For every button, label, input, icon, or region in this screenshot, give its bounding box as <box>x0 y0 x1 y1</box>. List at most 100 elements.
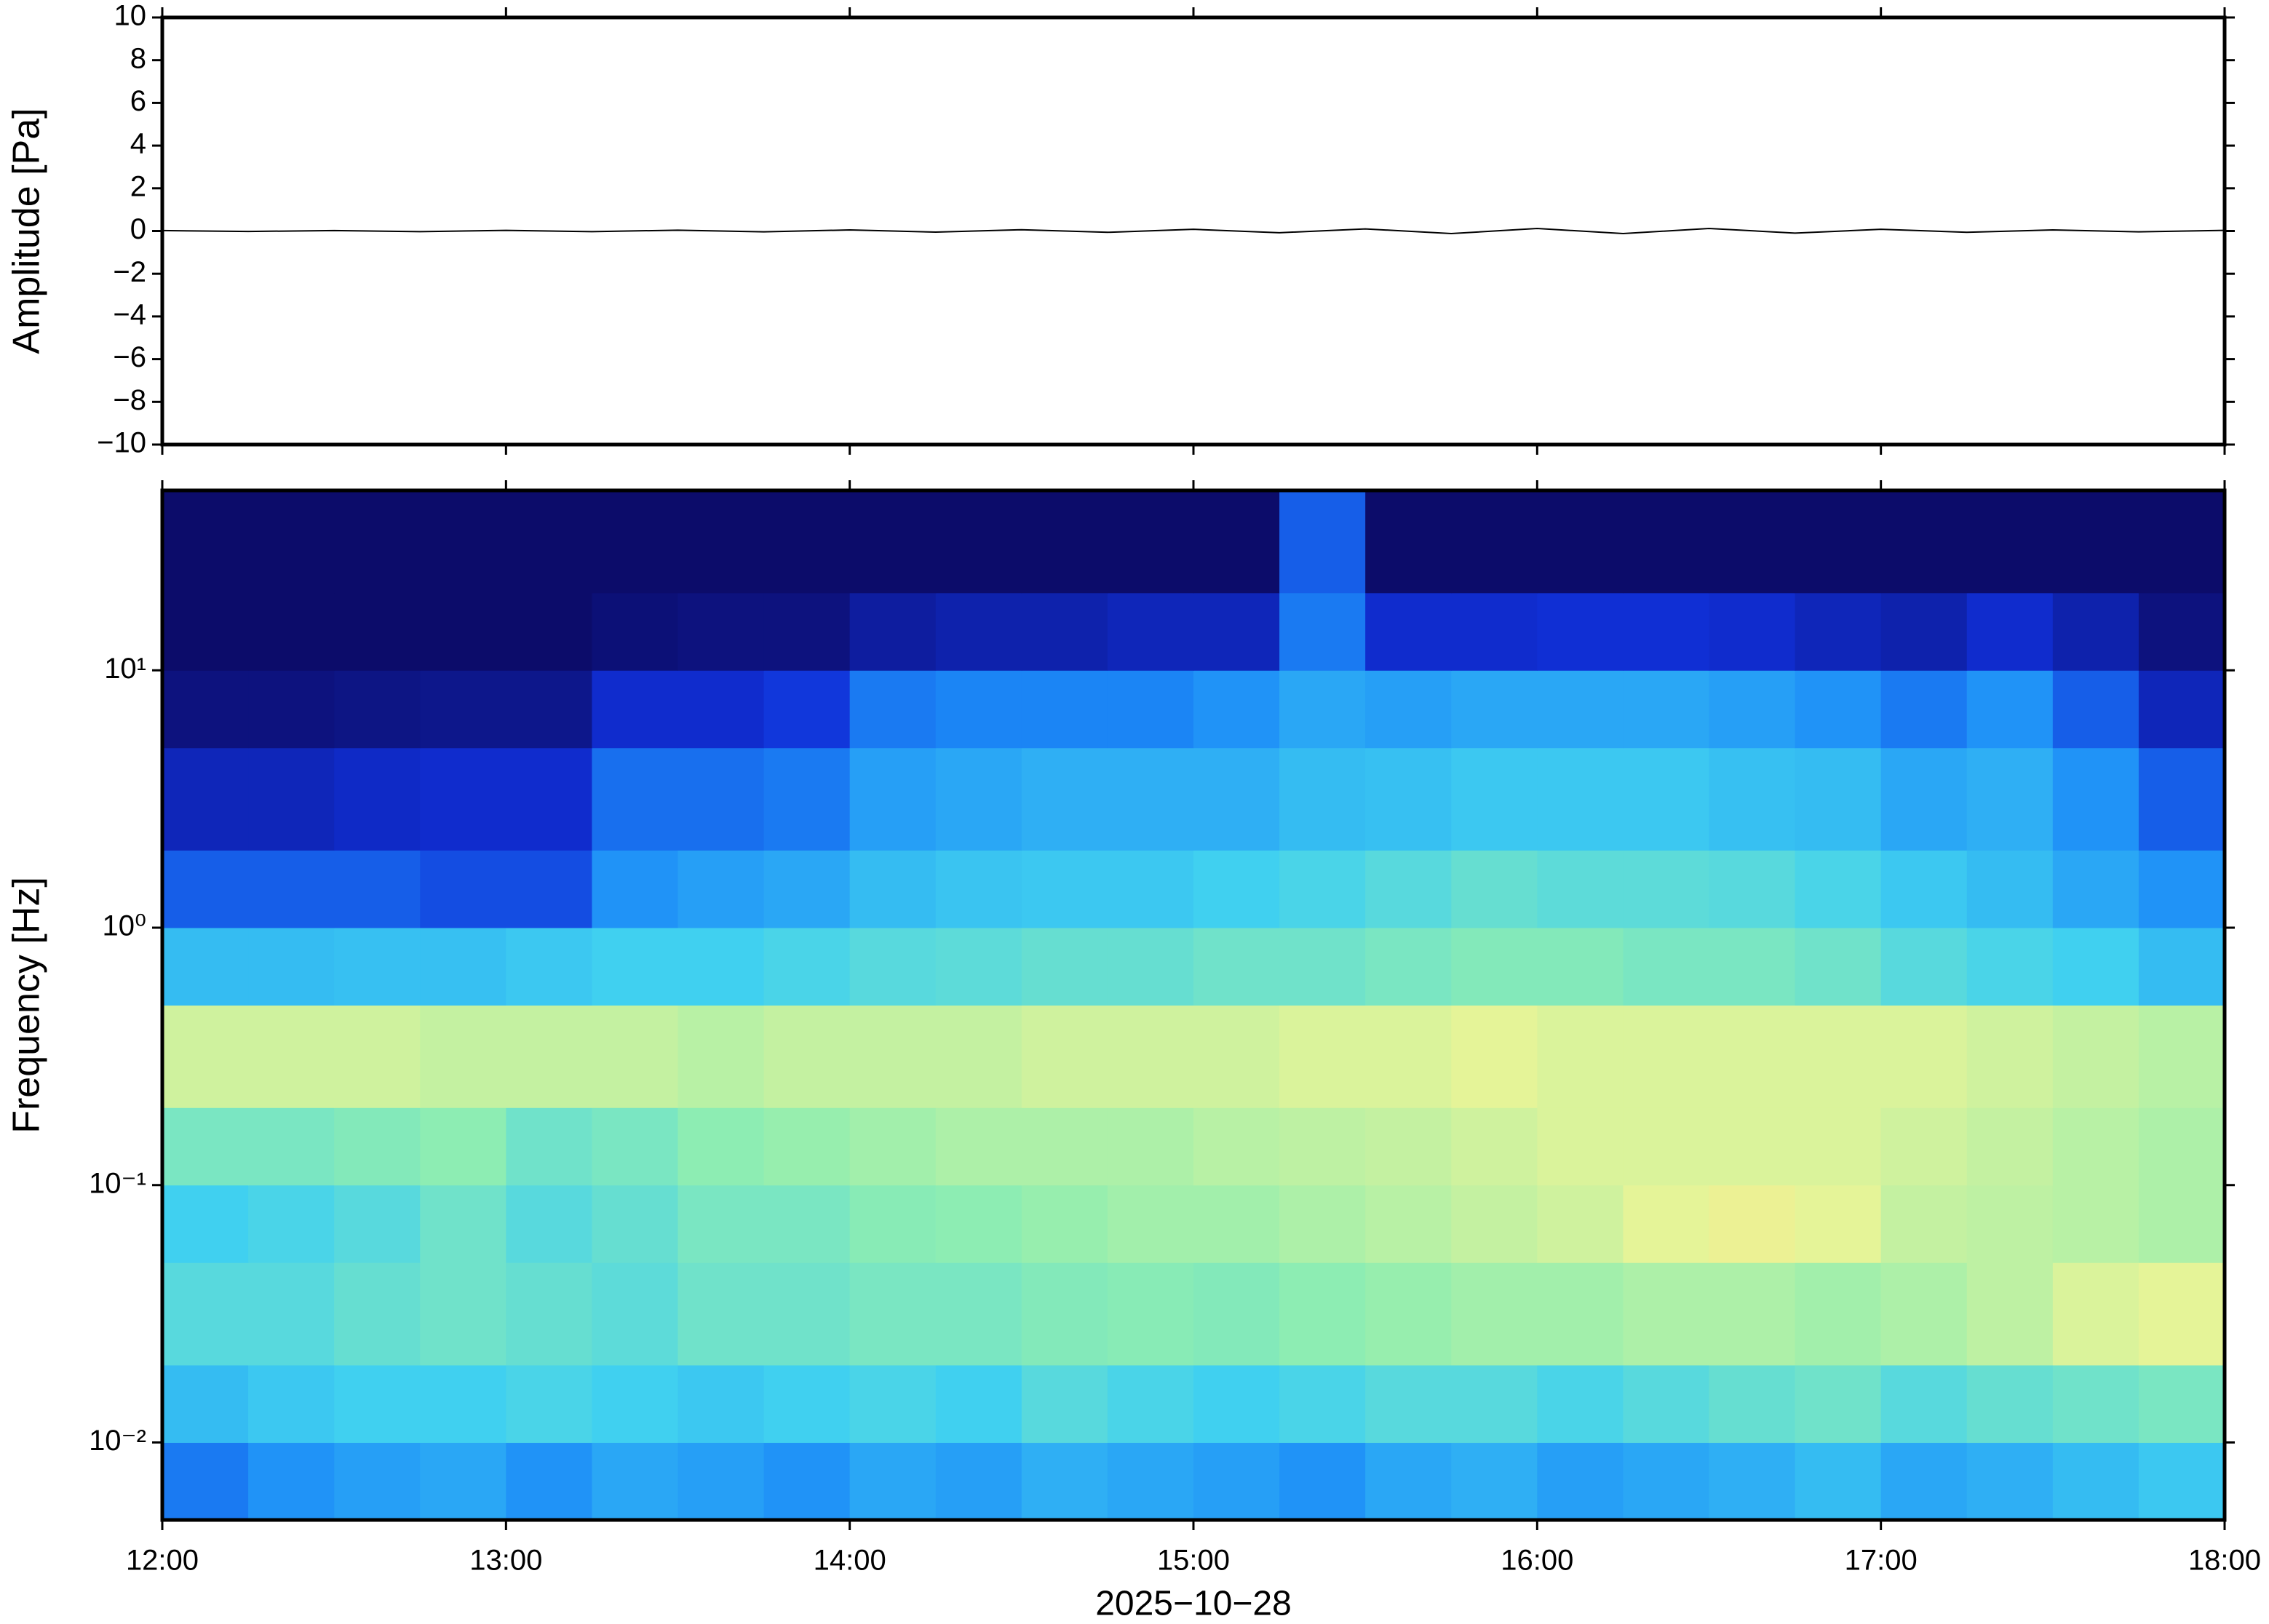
spectrogram-cell <box>1966 1365 2054 1444</box>
spectrogram-cell <box>763 1185 851 1263</box>
spectrogram-cell <box>1623 928 1709 1006</box>
spectrogram-cell <box>1795 1185 1882 1263</box>
spectrogram-cell <box>935 850 1022 928</box>
spectrogram-cell <box>1451 747 1538 851</box>
spectrogram-cell <box>1451 490 1538 594</box>
spectrogram-cell <box>248 1005 335 1108</box>
spectrogram-cell <box>1279 670 1366 749</box>
spectrogram-cell <box>2138 490 2225 594</box>
spectrogram-cell <box>1966 850 2054 928</box>
spectrogram-cell <box>1107 592 1194 671</box>
y-tick-label: 0 <box>130 213 146 245</box>
spectrogram-cell <box>2138 1262 2225 1366</box>
spectrogram-cell <box>248 747 335 851</box>
spectrogram-cell <box>763 592 851 671</box>
spectrogram-cell <box>1795 1005 1882 1108</box>
spectrogram-cell <box>1193 1005 1280 1108</box>
y-tick-label: 6 <box>130 85 146 117</box>
spectrogram-cell <box>1193 1442 1280 1521</box>
spectrogram-cell <box>2138 1185 2225 1263</box>
spectrogram-cell <box>677 592 765 671</box>
spectrogram-cell <box>1365 1262 1452 1366</box>
spectrogram-cell <box>1451 1185 1538 1263</box>
spectrogram-cell <box>420 490 506 594</box>
spectrogram-cell <box>592 1262 678 1366</box>
spectrogram-cell <box>763 490 851 594</box>
spectrogram-cell <box>1880 1107 1968 1186</box>
y-tick-label: 2 <box>130 170 146 202</box>
y-axis-title: Frequency [Hz] <box>6 877 48 1134</box>
spectrogram-cell <box>935 747 1022 851</box>
spectrogram-cell <box>1623 592 1709 671</box>
spectrogram-cell <box>1365 1185 1452 1263</box>
spectrogram-cell <box>506 928 592 1006</box>
spectrogram-cell <box>1537 1107 1624 1186</box>
spectrogram-cell <box>248 850 335 928</box>
spectrogram-cell <box>1021 1005 1108 1108</box>
spectrogram-cell <box>2138 850 2225 928</box>
spectrogram-cell <box>1966 928 2054 1006</box>
spectrogram-cell <box>1021 850 1108 928</box>
spectrogram-cell <box>1451 928 1538 1006</box>
spectrogram-cell <box>420 1185 506 1263</box>
spectrogram-cell <box>162 1005 249 1108</box>
spectrogram-cell <box>1451 1107 1538 1186</box>
spectrogram-cell <box>1966 490 2054 594</box>
spectrogram-cell <box>1537 592 1624 671</box>
spectrogram-cell <box>1365 490 1452 594</box>
spectrogram-cell <box>1107 1107 1194 1186</box>
spectrogram-cell <box>849 1107 937 1186</box>
spectrogram-cell <box>1451 1262 1538 1366</box>
x-tick-label: 13:00 <box>469 1545 542 1577</box>
spectrogram-cell <box>1193 928 1280 1006</box>
spectrogram-cell <box>1880 592 1968 671</box>
spectrogram-cell <box>2138 1005 2225 1108</box>
spectrogram-cell <box>506 1262 592 1366</box>
spectrogram-cell <box>849 928 937 1006</box>
spectrogram-cell <box>506 1185 592 1263</box>
spectrogram-cell <box>162 1442 249 1521</box>
y-tick-label: 10⁰ <box>102 910 146 942</box>
spectrogram-cell <box>334 1262 421 1366</box>
spectrogram-cell <box>1193 747 1280 851</box>
spectrogram-cell <box>1365 928 1452 1006</box>
spectrogram-cell <box>1623 1442 1709 1521</box>
spectrogram-cell <box>2138 670 2225 749</box>
spectrogram-cell <box>1279 1365 1366 1444</box>
spectrogram-cell <box>162 1365 249 1444</box>
spectrogram-cell <box>1709 1442 1796 1521</box>
spectrogram-cell <box>1021 747 1108 851</box>
spectrogram-cell <box>1709 1365 1796 1444</box>
spectrogram-cell <box>1709 592 1796 671</box>
spectrogram-cell <box>1709 1107 1796 1186</box>
spectrogram-cell <box>2138 1365 2225 1444</box>
spectrogram-cell <box>162 928 249 1006</box>
spectrogram-cell <box>592 850 678 928</box>
spectrogram-cell <box>1021 1107 1108 1186</box>
spectrogram-cell <box>1279 850 1366 928</box>
spectrogram-cell <box>592 1365 678 1444</box>
spectrogram-cell <box>1193 1365 1280 1444</box>
spectrogram-cell <box>1966 1107 2054 1186</box>
spectrogram-cell <box>1451 1442 1538 1521</box>
spectrogram-cell <box>592 928 678 1006</box>
spectrogram-cell <box>1880 490 1968 594</box>
y-axis-title: Amplitude [Pa] <box>6 108 48 354</box>
spectrogram-cell <box>1537 1005 1624 1108</box>
spectrogram-cell <box>849 1262 937 1366</box>
x-tick-label: 12:00 <box>126 1545 199 1577</box>
spectrogram-cell <box>2052 1107 2139 1186</box>
spectrogram-cell <box>592 1107 678 1186</box>
spectrogram-cell <box>248 670 335 749</box>
spectrogram-cell <box>677 1442 765 1521</box>
spectrogram-cell <box>1795 592 1882 671</box>
y-tick-label: 10¹ <box>104 653 146 685</box>
spectrogram-cell <box>420 928 506 1006</box>
spectrogram-cell <box>420 1262 506 1366</box>
spectrogram-cell <box>506 850 592 928</box>
spectrogram-cell <box>1795 490 1882 594</box>
spectrogram-cell <box>1279 747 1366 851</box>
spectrogram-cell <box>1795 747 1882 851</box>
spectrogram-cell <box>1107 1005 1194 1108</box>
spectrogram-cell <box>1880 1185 1968 1263</box>
